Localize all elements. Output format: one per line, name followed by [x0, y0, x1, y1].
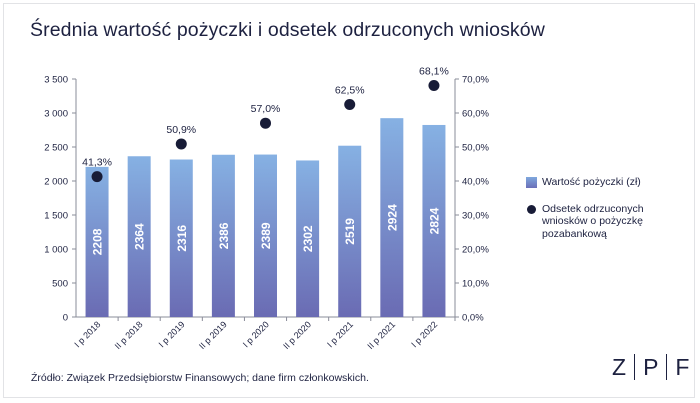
legend-label-dots-line-1: Odsetek odrzuconych — [542, 202, 644, 215]
x-tick-label: II p 2021 — [365, 319, 397, 351]
bar — [127, 156, 151, 317]
y-left-tick-label: 3 000 — [44, 109, 68, 120]
dot — [344, 99, 356, 110]
y-left-tick-label: 1 000 — [44, 245, 68, 256]
y-left-tick-label: 2 500 — [44, 143, 68, 154]
x-tick-label: II p 2019 — [197, 319, 229, 351]
y-right-tick-label: 10,0% — [462, 279, 489, 290]
dot-value-label: 62,5% — [335, 85, 365, 97]
bar-value-label: 2364 — [133, 223, 147, 250]
x-tick-label: II p 2018 — [113, 319, 145, 351]
bars: 2208 2364 2316 2386 2389 2302 2519 2924 2824 — [85, 118, 446, 317]
bar — [380, 118, 404, 317]
logo-separator — [634, 354, 636, 380]
chart-frame — [3, 3, 695, 398]
y-right-tick-label: 60,0% — [462, 109, 489, 120]
dot-value-label: 50,9% — [166, 124, 196, 136]
dots: 41,3% 50,9% 57,0% 62,5% 68,1% — [82, 65, 449, 183]
y-left-tick-label: 2 000 — [44, 177, 68, 188]
bar-value-label: 2824 — [427, 207, 441, 234]
y-right-tick-label: 70,0% — [462, 75, 489, 86]
legend-item-dots: Odsetek odrzuconych wniosków o pożyczkę … — [526, 203, 686, 241]
x-tick-label: II p 2020 — [281, 319, 313, 351]
bar — [211, 154, 235, 317]
bar-value-label: 2924 — [385, 204, 399, 231]
x-tick-label: I p 2020 — [241, 319, 271, 349]
bar-value-label: 2316 — [175, 225, 189, 252]
x-tick-label: I p 2021 — [325, 319, 355, 349]
dot-value-label: 41,3% — [82, 157, 112, 169]
bar — [338, 145, 362, 317]
bar-value-label: 2208 — [91, 228, 105, 255]
bar — [296, 160, 320, 317]
bar-value-label: 2389 — [259, 222, 273, 249]
bar — [85, 166, 109, 317]
legend-label-dots-line-2: wniosków o pożyczkę — [542, 215, 643, 227]
legend-dot-swatch — [527, 204, 536, 214]
dot — [91, 171, 103, 183]
dot-value-label: 57,0% — [251, 103, 281, 115]
legend: Wartość pożyczki (zł) Odsetek odrzuconyc… — [526, 176, 686, 254]
bar-value-label: 2302 — [301, 225, 315, 252]
y-left-tick-label: 0 — [63, 313, 68, 324]
legend-item-bars: Wartość pożyczki (zł) — [526, 176, 686, 189]
dot-value-label: 68,1% — [419, 65, 449, 77]
y-left-tick-label: 500 — [52, 279, 68, 290]
dot — [260, 117, 271, 129]
legend-label-dots-line-3: pozabankową — [542, 227, 607, 240]
bar-value-label: 2386 — [217, 222, 231, 249]
y-right-tick-label: 0,0% — [462, 313, 484, 324]
bar — [169, 159, 193, 317]
logo-separator — [666, 354, 668, 380]
bar — [422, 124, 446, 317]
y-right-tick-label: 50,0% — [462, 143, 489, 154]
zpf-logo: Z P F — [604, 352, 697, 382]
logo-letter-f: F — [675, 354, 690, 380]
y-left-tick-label: 3 500 — [44, 75, 68, 86]
y-right-tick-label: 30,0% — [462, 211, 489, 222]
legend-label-bars: Wartość pożyczki (zł) — [542, 176, 641, 188]
y-right-tick-label: 40,0% — [462, 177, 489, 188]
x-tick-label: I p 2018 — [72, 319, 102, 349]
logo-letter-z: Z — [612, 354, 627, 380]
x-tick-label: I p 2019 — [157, 319, 187, 349]
y-right-tick-label: 20,0% — [462, 245, 489, 256]
y-left-tick-label: 1 500 — [44, 211, 68, 222]
bar-value-label: 2519 — [343, 218, 357, 245]
dot — [428, 79, 440, 91]
bar — [254, 154, 277, 317]
dot — [175, 138, 187, 150]
source-note: Źródło: Związek Przedsiębiorstw Finansow… — [31, 372, 369, 384]
legend-bar-swatch — [526, 177, 537, 188]
logo-letter-p: P — [643, 354, 659, 380]
x-tick-label: I p 2022 — [409, 319, 439, 349]
chart-title: Średnia wartość pożyczki i odsetek odrzu… — [30, 19, 545, 41]
